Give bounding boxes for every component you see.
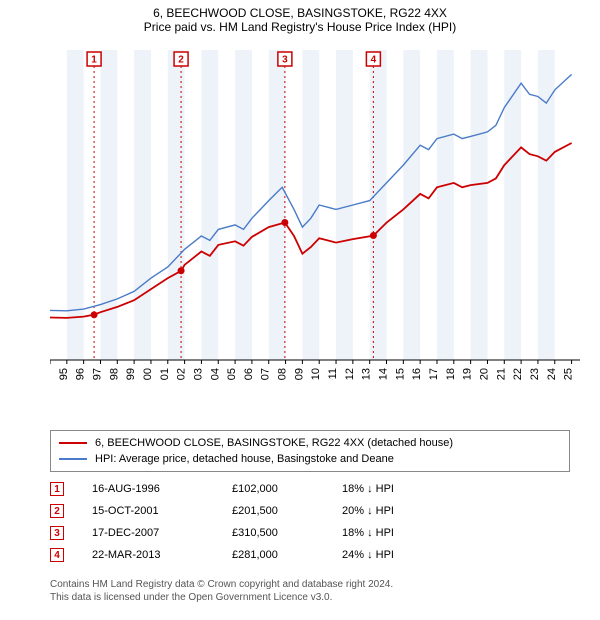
svg-text:2006: 2006 — [243, 368, 255, 380]
svg-text:2003: 2003 — [192, 368, 204, 380]
legend-label-hpi: HPI: Average price, detached house, Basi… — [95, 451, 394, 467]
legend-label-property: 6, BEECHWOOD CLOSE, BASINGSTOKE, RG22 4X… — [95, 435, 453, 451]
svg-text:1994: 1994 — [50, 368, 53, 380]
sale-price: £281,000 — [232, 549, 342, 561]
svg-text:2010: 2010 — [310, 368, 322, 380]
svg-text:1: 1 — [91, 55, 97, 66]
sales-table: 1 16-AUG-1996 £102,000 18% ↓ HPI 2 15-OC… — [50, 478, 432, 566]
svg-text:3: 3 — [282, 55, 288, 66]
legend-row-hpi: HPI: Average price, detached house, Basi… — [59, 451, 561, 467]
sale-marker-1: 1 — [50, 482, 64, 496]
svg-text:2025: 2025 — [563, 368, 575, 380]
sale-price: £201,500 — [232, 505, 342, 517]
svg-text:2000: 2000 — [142, 368, 154, 380]
svg-text:2004: 2004 — [209, 368, 221, 380]
chart-area: 1234£0£100K£200K£300K£400K£500K£600K£700… — [50, 50, 580, 380]
svg-text:2018: 2018 — [445, 368, 457, 380]
footer-attribution: Contains HM Land Registry data © Crown c… — [50, 578, 393, 604]
sale-date: 22-MAR-2013 — [92, 549, 232, 561]
svg-text:2007: 2007 — [260, 368, 272, 380]
sale-marker-2: 2 — [50, 504, 64, 518]
table-row: 2 15-OCT-2001 £201,500 20% ↓ HPI — [50, 500, 432, 522]
sale-delta: 20% ↓ HPI — [342, 505, 432, 517]
svg-text:4: 4 — [371, 55, 377, 66]
legend-swatch-property — [59, 442, 87, 444]
chart-svg: 1234£0£100K£200K£300K£400K£500K£600K£700… — [50, 50, 580, 380]
sale-date: 17-DEC-2007 — [92, 527, 232, 539]
table-row: 4 22-MAR-2013 £281,000 24% ↓ HPI — [50, 544, 432, 566]
svg-text:2014: 2014 — [378, 368, 390, 380]
svg-text:2: 2 — [178, 55, 184, 66]
title-block: 6, BEECHWOOD CLOSE, BASINGSTOKE, RG22 4X… — [0, 0, 600, 34]
table-row: 1 16-AUG-1996 £102,000 18% ↓ HPI — [50, 478, 432, 500]
sale-marker-4: 4 — [50, 548, 64, 562]
table-row: 3 17-DEC-2007 £310,500 18% ↓ HPI — [50, 522, 432, 544]
svg-text:1997: 1997 — [91, 368, 103, 380]
svg-text:2016: 2016 — [411, 368, 423, 380]
svg-text:2017: 2017 — [428, 368, 440, 380]
title-subtitle: Price paid vs. HM Land Registry's House … — [0, 20, 600, 34]
svg-text:2012: 2012 — [344, 368, 356, 380]
sale-delta: 18% ↓ HPI — [342, 527, 432, 539]
svg-text:2013: 2013 — [361, 368, 373, 380]
svg-text:1995: 1995 — [58, 368, 70, 380]
svg-text:1996: 1996 — [75, 368, 87, 380]
title-address: 6, BEECHWOOD CLOSE, BASINGSTOKE, RG22 4X… — [0, 6, 600, 20]
sale-date: 15-OCT-2001 — [92, 505, 232, 517]
svg-text:2009: 2009 — [293, 368, 305, 380]
sale-delta: 18% ↓ HPI — [342, 483, 432, 495]
svg-text:2011: 2011 — [327, 368, 339, 380]
chart-container: 6, BEECHWOOD CLOSE, BASINGSTOKE, RG22 4X… — [0, 0, 600, 620]
svg-text:2002: 2002 — [176, 368, 188, 380]
legend-row-property: 6, BEECHWOOD CLOSE, BASINGSTOKE, RG22 4X… — [59, 435, 561, 451]
legend-swatch-hpi — [59, 458, 87, 460]
svg-text:2020: 2020 — [478, 368, 490, 380]
svg-text:2021: 2021 — [495, 368, 507, 380]
legend: 6, BEECHWOOD CLOSE, BASINGSTOKE, RG22 4X… — [50, 430, 570, 472]
svg-text:2008: 2008 — [277, 368, 289, 380]
sale-marker-3: 3 — [50, 526, 64, 540]
svg-text:2001: 2001 — [159, 368, 171, 380]
svg-text:1998: 1998 — [108, 368, 120, 380]
footer-line2: This data is licensed under the Open Gov… — [50, 591, 393, 604]
svg-text:2015: 2015 — [394, 368, 406, 380]
sale-price: £310,500 — [232, 527, 342, 539]
svg-text:2005: 2005 — [226, 368, 238, 380]
sale-price: £102,000 — [232, 483, 342, 495]
svg-text:2019: 2019 — [462, 368, 474, 380]
svg-text:1999: 1999 — [125, 368, 137, 380]
footer-line1: Contains HM Land Registry data © Crown c… — [50, 578, 393, 591]
svg-text:2024: 2024 — [546, 368, 558, 380]
svg-text:2022: 2022 — [512, 368, 524, 380]
sale-date: 16-AUG-1996 — [92, 483, 232, 495]
sale-delta: 24% ↓ HPI — [342, 549, 432, 561]
svg-text:2023: 2023 — [529, 368, 541, 380]
